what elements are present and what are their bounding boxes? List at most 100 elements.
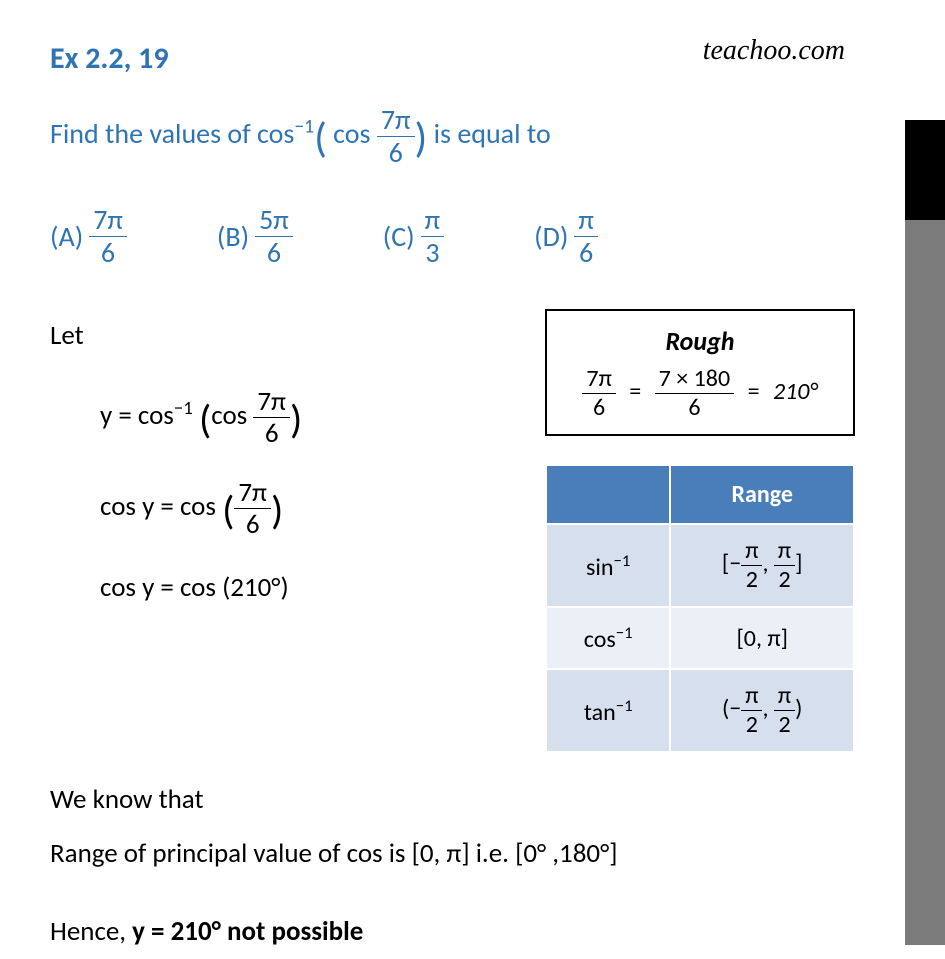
rparen-icon: ) — [415, 113, 428, 164]
question-prefix: Find the values of — [50, 116, 257, 151]
equation-1: y = cos−1 (cos 7π 6 ) — [100, 379, 302, 460]
fraction: π2 — [774, 539, 795, 592]
exp-neg1: −1 — [614, 550, 631, 571]
option-label: (A) — [50, 219, 83, 254]
option-label: (B) — [217, 219, 249, 254]
hence-prefix: Hence, — [50, 915, 132, 948]
table-row: tan−1 (−π2, π2) — [546, 669, 854, 752]
func-cos: cos — [257, 116, 294, 151]
let-label: Let — [50, 309, 302, 363]
frac-num: π — [741, 539, 762, 566]
lparen-icon: ( — [199, 394, 211, 444]
frac-den: 6 — [684, 394, 704, 420]
option-frac: π 6 — [574, 206, 597, 267]
fraction: 7 × 180 6 — [655, 367, 734, 420]
fraction: 7π 6 — [234, 479, 271, 538]
strip-segment — [905, 0, 945, 120]
fraction-7pi-6: 7π 6 — [377, 106, 415, 167]
range-head-range: Range — [670, 465, 854, 524]
range-cell: (−π2, π2) — [670, 669, 854, 752]
fn-cell: sin−1 — [546, 524, 670, 607]
comma: , — [762, 549, 773, 578]
fn-cell: tan−1 — [546, 669, 670, 752]
exp-neg1: −1 — [616, 622, 633, 643]
conclusion-block: We know that Range of principal value of… — [50, 773, 855, 959]
frac-num: π — [574, 206, 597, 237]
bracket-close: ] — [795, 549, 802, 578]
page: teachoo.com Ex 2.2, 19 Find the values o… — [0, 0, 905, 945]
lparen-icon: ( — [314, 113, 327, 164]
solution-steps: Let y = cos−1 (cos 7π 6 ) cos y = cos ( … — [50, 309, 302, 625]
exp-neg1: −1 — [294, 114, 314, 138]
comma: , — [762, 694, 773, 723]
range-cell: [−π2, π2] — [670, 524, 854, 607]
eq-lhs: cos y = cos — [100, 490, 216, 523]
fn-name: tan — [584, 698, 616, 727]
strip-segment — [905, 120, 945, 220]
fraction: 7π 6 — [582, 367, 615, 420]
frac-num: 7π — [234, 479, 271, 509]
option-frac: π 3 — [421, 206, 444, 267]
option-b: (B) 5π 6 — [217, 206, 293, 267]
exp-neg1: −1 — [174, 397, 193, 420]
fraction: 7π 6 — [253, 388, 290, 447]
frac-den: 6 — [575, 237, 597, 267]
right-decor-strip — [905, 0, 945, 945]
bracket-close: ) — [795, 694, 802, 723]
frac-den: 3 — [421, 237, 443, 267]
equals-sign: = — [629, 377, 641, 406]
hence-line: Hence, y = 210° not possible — [50, 905, 855, 959]
range-statement: Range of principal value of cos is [0, π… — [50, 827, 855, 881]
frac-den: 6 — [261, 418, 283, 447]
frac-num: π — [774, 684, 795, 711]
frac-den: 2 — [774, 711, 794, 737]
lparen-icon: ( — [222, 485, 234, 535]
rough-result: 210° — [773, 377, 818, 406]
table-row: sin−1 [−π2, π2] — [546, 524, 854, 607]
frac-den: 6 — [589, 394, 609, 420]
frac-num: π — [741, 684, 762, 711]
brand-logo: teachoo.com — [703, 35, 845, 67]
hence-bold: y = 210° not possible — [132, 915, 363, 948]
frac-den: 6 — [263, 237, 285, 267]
frac-num: 7π — [377, 106, 415, 137]
fraction: π2 — [774, 684, 795, 737]
rparen-icon: ) — [290, 394, 302, 444]
aside-column: Rough 7π 6 = 7 × 180 6 = 210° — [545, 309, 855, 753]
frac-den: 6 — [385, 137, 407, 167]
frac-num: 7π — [89, 206, 127, 237]
fraction: π2 — [741, 684, 762, 737]
frac-den: 6 — [242, 509, 264, 538]
frac-num: π — [421, 206, 444, 237]
fn-name: sin — [586, 553, 614, 582]
inner-cos: cos — [211, 399, 247, 432]
frac-den: 2 — [742, 566, 762, 592]
equation-3: cos y = cos (210°) — [100, 561, 302, 615]
range-head-blank — [546, 465, 670, 524]
inner-cos: cos — [333, 116, 370, 151]
option-a: (A) 7π 6 — [50, 206, 127, 267]
table-row: cos−1 [0, π] — [546, 607, 854, 669]
frac-num: 7π — [582, 367, 615, 394]
fn-name: cos — [584, 625, 616, 654]
bracket-open: [− — [722, 549, 741, 578]
frac-den: 2 — [774, 566, 794, 592]
option-c: (C) π 3 — [383, 206, 444, 267]
option-label: (D) — [534, 219, 568, 254]
rparen-icon: ) — [271, 485, 283, 535]
frac-num: 7 × 180 — [655, 367, 734, 394]
rough-title: Rough — [567, 325, 833, 357]
frac-den: 6 — [97, 237, 119, 267]
equals-sign: = — [748, 377, 760, 406]
fraction: π2 — [741, 539, 762, 592]
exp-neg1: −1 — [616, 695, 633, 716]
range-cell: [0, π] — [670, 607, 854, 669]
question-suffix: is equal to — [434, 116, 551, 151]
work-columns: Let y = cos−1 (cos 7π 6 ) cos y = cos ( … — [50, 309, 855, 753]
options-row: (A) 7π 6 (B) 5π 6 (C) π 3 (D) π 6 — [50, 206, 855, 267]
option-d: (D) π 6 — [534, 206, 598, 267]
we-know-that: We know that — [50, 773, 855, 827]
bracket-open: (− — [722, 694, 741, 723]
range-table: Range sin−1 [−π2, π2] cos−1 — [545, 464, 855, 753]
strip-segment — [905, 220, 945, 945]
